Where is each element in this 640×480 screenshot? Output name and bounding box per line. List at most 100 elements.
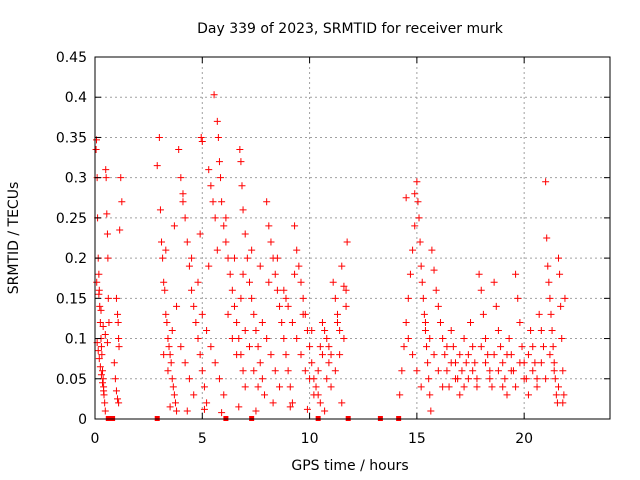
data-point (409, 351, 417, 359)
data-point (114, 318, 122, 326)
data-point (93, 278, 101, 286)
x-tick-label: 0 (91, 431, 100, 447)
data-point (291, 270, 299, 278)
data-point (411, 190, 419, 198)
data-point (205, 262, 213, 270)
y-tick-label: 0.3 (65, 171, 87, 187)
data-point (414, 198, 422, 206)
data-point (198, 310, 206, 318)
data-point (226, 270, 234, 278)
data-point (265, 222, 273, 230)
data-point (327, 351, 335, 359)
data-point (301, 367, 309, 375)
data-point (99, 379, 107, 387)
data-point (547, 310, 555, 318)
data-point (209, 198, 217, 206)
data-point (103, 339, 111, 347)
data-point (561, 294, 569, 302)
data-point (222, 238, 230, 246)
data-point (342, 302, 350, 310)
data-point (473, 383, 481, 391)
data-point (267, 351, 275, 359)
data-point (254, 383, 262, 391)
data-point (475, 270, 483, 278)
data-point (400, 343, 408, 351)
data-point (256, 262, 264, 270)
data-point (477, 286, 485, 294)
data-point (114, 395, 122, 403)
data-point (550, 367, 558, 375)
data-point (168, 375, 176, 383)
data-point (494, 327, 502, 335)
data-point (545, 278, 553, 286)
data-point (488, 383, 496, 391)
data-point (428, 246, 436, 254)
data-point (103, 230, 111, 238)
axis-ticks: 0 0.05 0.1 0.15 0.2 0.25 0.3 0.35 0.4 0.45 0 5 10 15 2… (56, 50, 610, 447)
data-point (458, 367, 466, 375)
data-point (441, 351, 449, 359)
data-point (162, 246, 170, 254)
data-point (482, 359, 490, 367)
data-point (402, 318, 410, 326)
data-point (288, 399, 296, 407)
data-point (439, 383, 447, 391)
data-point (533, 375, 541, 383)
data-point (203, 399, 211, 407)
data-point (158, 238, 166, 246)
y-tick-label: 0.25 (56, 211, 87, 227)
data-point (239, 206, 247, 214)
data-point (114, 310, 122, 318)
data-point (411, 222, 419, 230)
data-point (188, 286, 196, 294)
data-point (469, 367, 477, 375)
data-point (555, 383, 562, 391)
data-point (194, 278, 202, 286)
data-point (250, 310, 258, 318)
data-point (280, 335, 288, 343)
data-point (99, 367, 107, 375)
data-point (439, 335, 447, 343)
data-point (486, 367, 494, 375)
data-point (235, 403, 243, 411)
data-point (396, 391, 404, 399)
data-point (111, 375, 119, 383)
data-point (505, 335, 513, 343)
data-point (482, 335, 490, 343)
data-point (102, 166, 110, 174)
data-point (197, 133, 205, 141)
data-point (409, 246, 417, 254)
data-point (153, 162, 161, 170)
data-point (404, 294, 412, 302)
data-point (115, 343, 123, 351)
data-point (183, 407, 191, 415)
data-point (165, 343, 173, 351)
data-point (97, 343, 105, 351)
data-point (207, 182, 215, 190)
data-point (161, 286, 169, 294)
y-tick-label: 0.05 (56, 372, 87, 388)
data-point (306, 375, 314, 383)
data-point (166, 403, 174, 411)
data-point (434, 302, 442, 310)
data-point (230, 302, 238, 310)
data-point (215, 375, 223, 383)
data-point (252, 327, 260, 335)
data-point (237, 158, 245, 166)
data-point (211, 214, 219, 222)
data-point (518, 343, 526, 351)
data-point (192, 318, 200, 326)
data-point (420, 310, 428, 318)
data-point (557, 302, 565, 310)
data-point (224, 310, 232, 318)
grid-lines (95, 57, 610, 419)
data-point (269, 399, 277, 407)
data-point (103, 210, 111, 218)
data-point (497, 343, 505, 351)
data-point (306, 343, 314, 351)
data-point (325, 343, 333, 351)
data-point (211, 359, 219, 367)
data-point (235, 335, 243, 343)
data-point (214, 133, 222, 141)
